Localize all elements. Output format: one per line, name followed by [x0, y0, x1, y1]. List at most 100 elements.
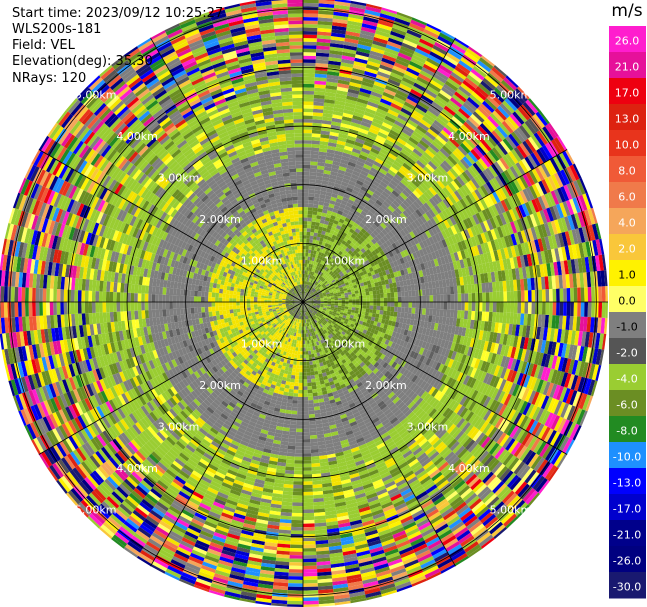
velocity-gate: [458, 173, 469, 185]
velocity-gate: [296, 238, 300, 243]
velocity-gate: [499, 157, 510, 170]
velocity-gate: [483, 252, 489, 264]
velocity-gate: [557, 247, 564, 262]
velocity-gate: [472, 130, 484, 142]
velocity-gate: [601, 254, 607, 271]
velocity-gate: [457, 231, 464, 242]
velocity-gate: [554, 219, 562, 234]
velocity-gate: [308, 196, 315, 201]
velocity-gate: [365, 268, 371, 274]
velocity-gate: [240, 292, 244, 296]
velocity-gate: [386, 224, 394, 232]
velocity-gate: [382, 284, 387, 290]
velocity-gate: [316, 298, 321, 300]
velocity-gate: [450, 180, 460, 191]
velocity-gate: [319, 293, 323, 296]
velocity-gate: [578, 242, 585, 258]
velocity-gate: [428, 197, 437, 207]
velocity-gate: [346, 278, 352, 282]
velocity-gate: [510, 131, 523, 145]
velocity-gate: [243, 292, 248, 297]
velocity-gate: [293, 115, 303, 120]
velocity-gate: [369, 279, 375, 284]
velocity-gate: [369, 294, 374, 299]
velocity-gate: [570, 287, 574, 302]
velocity-gate: [299, 238, 303, 243]
velocity-gate: [339, 288, 344, 292]
velocity-gate: [289, 45, 303, 49]
velocity-gate: [289, 48, 303, 53]
velocity-gate: [521, 158, 532, 172]
velocity-gate: [291, 83, 303, 88]
velocity-gate: [447, 226, 455, 237]
velocity-gate: [417, 185, 426, 194]
velocity-gate: [464, 293, 469, 302]
velocity-gate: [296, 178, 303, 183]
velocity-gate: [286, 140, 295, 145]
velocity-gate: [334, 296, 338, 299]
velocity-gate: [345, 299, 349, 302]
velocity-gate: [345, 268, 351, 274]
velocity-gate: [327, 296, 331, 299]
velocity-gate: [296, 168, 303, 172]
velocity-gate: [394, 240, 401, 248]
velocity-gate: [320, 298, 324, 301]
velocity-gate: [303, 221, 308, 225]
velocity-gate: [524, 156, 535, 171]
velocity-gate: [485, 181, 496, 193]
velocity-gate: [447, 182, 457, 193]
velocity-gate: [506, 246, 513, 259]
velocity-gate: [205, 286, 210, 293]
velocity-gate: [581, 257, 587, 273]
velocity-gate: [303, 228, 307, 232]
velocity-gate: [360, 242, 366, 248]
velocity-gate: [198, 285, 203, 292]
velocity-gate: [323, 299, 328, 301]
velocity-gate: [414, 289, 419, 297]
velocity-gate: [347, 291, 352, 295]
velocity-gate: [338, 270, 343, 276]
velocity-gate: [470, 236, 478, 247]
velocity-gate: [406, 267, 412, 274]
velocity-gate: [336, 269, 342, 274]
velocity-gate: [375, 272, 380, 279]
velocity-gate: [475, 144, 487, 156]
velocity-gate: [341, 295, 345, 298]
velocity-gate: [337, 295, 342, 299]
velocity-gate: [309, 297, 313, 300]
velocity-gate: [303, 111, 313, 116]
velocity-gate: [412, 190, 421, 199]
velocity-gate: [488, 206, 496, 218]
velocity-gate: [383, 274, 388, 281]
velocity-gate: [406, 240, 413, 248]
velocity-gate: [194, 284, 199, 291]
velocity-gate: [503, 169, 514, 183]
velocity-gate: [520, 230, 528, 243]
velocity-gate: [524, 120, 537, 135]
velocity-gate: [344, 297, 349, 300]
velocity-gate: [469, 256, 476, 267]
velocity-gate: [556, 170, 567, 187]
velocity-gate: [298, 263, 302, 268]
velocity-gate: [444, 228, 451, 238]
velocity-gate: [330, 298, 335, 301]
velocity-gate: [540, 250, 547, 265]
velocity-gate: [371, 265, 377, 271]
velocity-gate: [342, 264, 347, 269]
velocity-gate: [460, 285, 465, 294]
velocity-gate: [489, 250, 496, 262]
velocity-gate: [424, 229, 432, 239]
velocity-gate: [388, 237, 395, 245]
velocity-gate: [333, 294, 338, 298]
velocity-gate: [568, 244, 575, 260]
velocity-gate: [540, 223, 548, 238]
velocity-gate: [467, 166, 477, 178]
velocity-gate: [399, 280, 404, 287]
velocity-gate: [303, 87, 315, 92]
velocity-gate: [290, 55, 303, 60]
velocity-gate: [436, 179, 446, 190]
velocity-gate: [526, 214, 534, 229]
velocity-gate: [293, 111, 303, 116]
velocity-gate: [384, 279, 390, 285]
velocity-gate: [357, 260, 363, 266]
